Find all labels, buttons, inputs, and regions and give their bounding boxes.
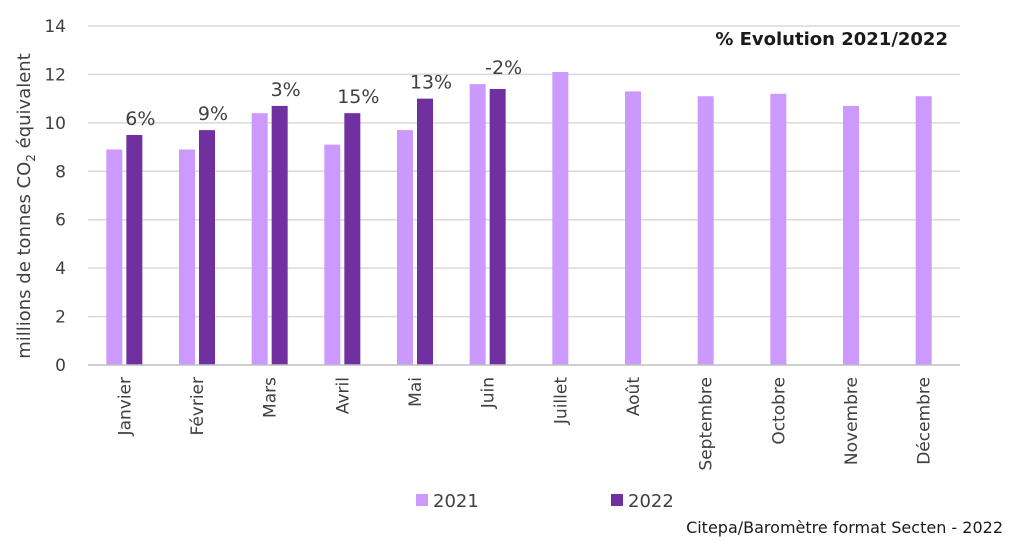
evolution-label-février: 9% — [198, 103, 228, 125]
bar-2021-août — [625, 91, 641, 365]
bar-2022-mars — [271, 105, 288, 366]
source-note: Citepa/Baromètre format Secten - 2022 — [686, 518, 1003, 537]
y-axis-ticks: 0 2 4 6 8 10 12 14 — [44, 17, 66, 376]
bar-2021-septembre — [697, 96, 714, 365]
bar-2022-janvier — [126, 134, 143, 365]
evolution-label-avril: 15% — [337, 86, 379, 108]
x-tick-label-octobre: Octobre — [769, 377, 789, 445]
data-labels: 6% 9% 3% 15% 13% -2% — [125, 57, 522, 130]
y-tick-label: 0 — [55, 356, 66, 376]
y-axis-label-end: équivalent — [14, 53, 35, 154]
bar-2021-mai — [397, 130, 413, 365]
bar-2022-juin — [489, 88, 506, 365]
evolution-annotation: % Evolution 2021/2022 — [715, 29, 948, 50]
bars — [106, 72, 932, 366]
legend: 2021 2022 — [416, 491, 674, 512]
y-tick-label: 12 — [44, 65, 66, 85]
x-tick-label-décembre: Décembre — [915, 377, 935, 465]
bar-2021-juin — [469, 84, 486, 365]
x-tick-label-septembre: Septembre — [697, 377, 717, 471]
evolution-label-mai: 13% — [410, 72, 452, 94]
y-tick-label: 2 — [55, 308, 66, 328]
x-tick-label-avril: Avril — [333, 377, 353, 414]
bar-2022-avril — [344, 113, 361, 366]
x-tick-label-mars: Mars — [261, 377, 281, 418]
y-axis-label-main: millions de tonnes CO — [14, 162, 35, 359]
bar-2021-janvier — [106, 149, 123, 365]
legend-label-2022: 2022 — [628, 491, 674, 512]
gridlines — [88, 25, 960, 318]
bar-2021-novembre — [843, 105, 859, 366]
evolution-label-juin: -2% — [485, 57, 522, 79]
y-tick-label: 14 — [44, 17, 66, 37]
bar-2022-février — [199, 130, 215, 365]
legend-swatch-2021 — [416, 494, 428, 506]
y-axis-label: millions de tonnes CO2 équivalent — [14, 53, 38, 359]
y-tick-label: 6 — [55, 211, 66, 231]
x-tick-label-juillet: Juillet — [551, 377, 571, 425]
x-tick-label-août: Août — [624, 377, 644, 417]
x-tick-label-juin: Juin — [479, 377, 499, 409]
y-tick-label: 10 — [44, 114, 66, 134]
x-tick-label-février: Février — [188, 377, 208, 436]
legend-label-2021: 2021 — [433, 491, 479, 512]
x-tick-label-janvier: Janvier — [115, 377, 135, 436]
y-axis-label-subscript: 2 — [24, 154, 38, 162]
y-tick-label: 8 — [55, 162, 66, 182]
evolution-label-mars: 3% — [271, 79, 301, 101]
y-tick-label: 4 — [55, 259, 66, 279]
bar-2021-décembre — [915, 96, 932, 365]
x-axis-labels: Janvier Février Mars Avril Mai Juin Juillet Aoû… — [115, 377, 934, 471]
evolution-label-janvier: 6% — [125, 108, 155, 130]
bar-2021-avril — [324, 144, 341, 365]
bar-2021-février — [179, 149, 195, 365]
legend-swatch-2022 — [611, 494, 623, 506]
x-tick-label-mai: Mai — [406, 377, 426, 407]
bar-2021-octobre — [770, 93, 787, 366]
bar-2021-mars — [251, 113, 268, 366]
bar-2022-mai — [417, 98, 433, 366]
x-tick-label-novembre: Novembre — [842, 377, 862, 465]
bar-2021-juillet — [552, 72, 569, 365]
